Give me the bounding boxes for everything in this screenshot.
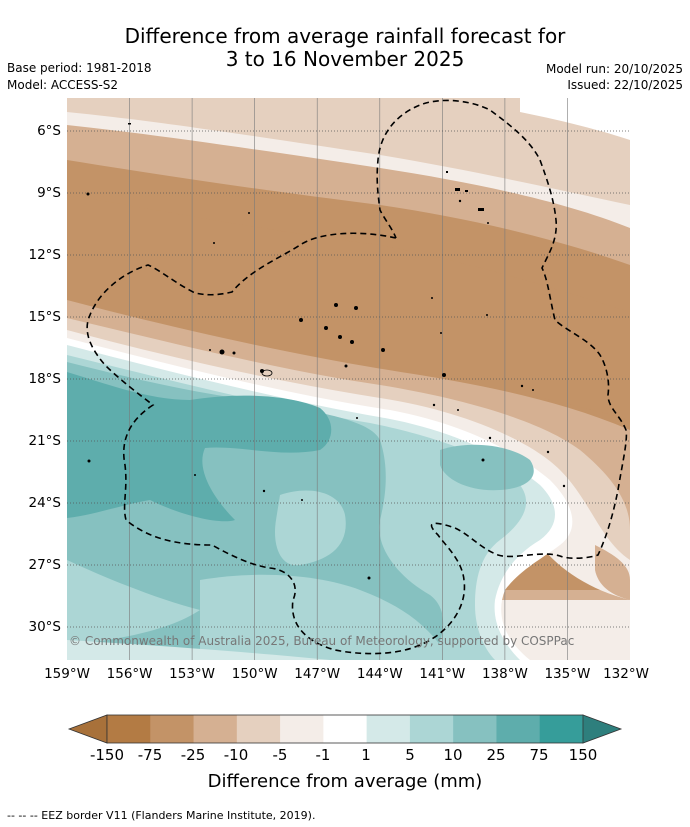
colorbar-label: 10 — [443, 746, 463, 764]
lon-label-147w: 147°W — [294, 666, 341, 682]
eez-legend-note: -- -- -- EEZ border V11 (Flanders Marine… — [7, 809, 316, 822]
colorbar-label: 75 — [529, 746, 549, 764]
colorbar-block — [193, 715, 238, 743]
lon-label-138w: 138°W — [481, 666, 528, 682]
rainfall-anomaly-field — [67, 98, 630, 660]
model-run-date: Model run: 20/10/2025 — [545, 62, 683, 76]
colorbar-label: 150 — [568, 746, 598, 764]
colorbar-label: -75 — [137, 746, 163, 764]
colorbar — [67, 714, 623, 744]
colorbar-block — [107, 715, 151, 743]
colorbar-label: -150 — [89, 746, 125, 764]
model-name: Model: ACCESS-S2 — [7, 78, 119, 92]
lat-label-15s: 15°S — [28, 309, 62, 325]
map-title-line-2: 3 to 16 November 2025 — [225, 47, 465, 71]
lat-label-24s: 24°S — [28, 495, 62, 511]
colorbar-block — [496, 715, 541, 743]
lon-label-150w: 150°W — [231, 666, 278, 682]
base-period: Base period: 1981-2018 — [7, 61, 152, 75]
colorbar-block — [150, 715, 195, 743]
colorbar-title: Difference from average (mm) — [207, 771, 483, 792]
lon-label-156w: 156°W — [106, 666, 153, 682]
lat-label-21s: 21°S — [28, 433, 62, 449]
lon-label-141w: 141°W — [419, 666, 466, 682]
colorbar-label: -10 — [223, 746, 249, 764]
eez-border — [86, 99, 628, 655]
colorbar-block — [539, 715, 584, 743]
colorbar-label: -5 — [272, 746, 288, 764]
colorbar-block — [453, 715, 497, 743]
colorbar-block — [366, 715, 411, 743]
lon-label-132w: 132°W — [603, 666, 649, 682]
colorbar-label: 5 — [405, 746, 415, 764]
islands — [86, 123, 566, 580]
colorbar-block — [280, 715, 324, 743]
colorbar-block — [236, 715, 281, 743]
lat-label-27s: 27°S — [28, 557, 62, 573]
lon-label-135w: 135°W — [544, 666, 591, 682]
colorbar-label: -25 — [180, 746, 206, 764]
map-title-line-1: Difference from average rainfall forecas… — [124, 24, 566, 48]
lon-label-153w: 153°W — [169, 666, 216, 682]
colorbar-label: 1 — [361, 746, 371, 764]
lat-label-12s: 12°S — [28, 247, 62, 263]
lon-label-159w: 159°W — [44, 666, 90, 682]
copyright-notice: © Commonwealth of Australia 2025, Bureau… — [69, 634, 575, 648]
colorbar-arrow-right — [582, 714, 623, 744]
colorbar-block — [409, 715, 454, 743]
lat-label-9s: 9°S — [37, 185, 61, 201]
lat-label-18s: 18°S — [28, 371, 62, 387]
colorbar-label: -1 — [315, 746, 331, 764]
colorbar-block — [323, 715, 368, 743]
latitude-gridlines — [67, 130, 630, 628]
lat-label-30s: 30°S — [28, 619, 62, 635]
lon-label-144w: 144°W — [356, 666, 403, 682]
lat-label-6s: 6°S — [37, 123, 61, 139]
colorbar-label: 25 — [486, 746, 506, 764]
colorbar-arrow-left — [67, 714, 108, 744]
issued-date: Issued: 22/10/2025 — [567, 78, 683, 92]
island-outline — [261, 369, 273, 377]
